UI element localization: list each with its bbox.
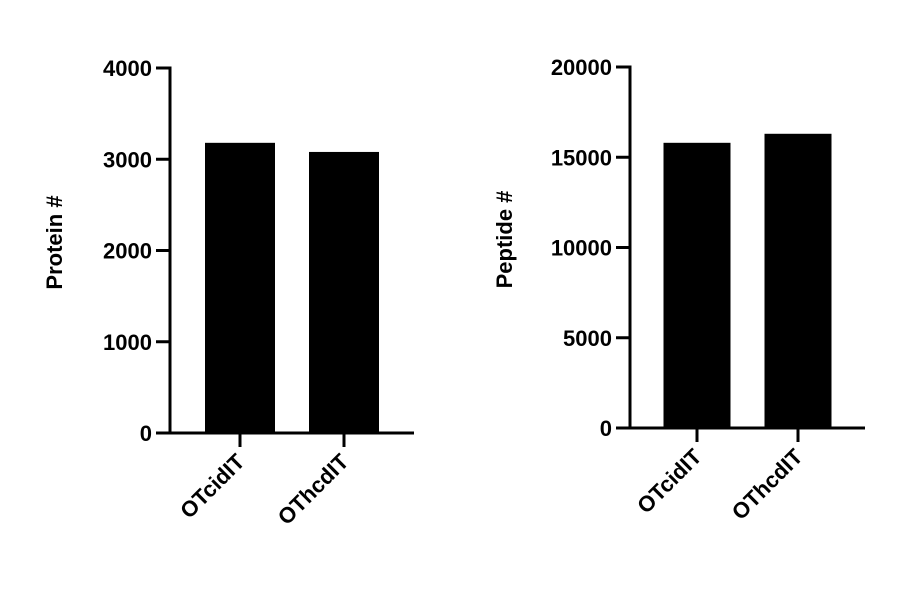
y-tick-label: 3000 [103, 147, 152, 172]
bar [205, 142, 275, 433]
y-tick-label: 15000 [551, 145, 612, 170]
y-tick-label: 0 [600, 416, 612, 441]
x-tick-label: OThcdIT [273, 448, 354, 529]
y-tick-label: 10000 [551, 236, 612, 261]
bar [764, 133, 832, 428]
y-tick-label: 0 [140, 421, 152, 446]
y-axis-title: Protein # [42, 195, 67, 289]
bar [663, 142, 731, 428]
y-tick-label: 5000 [563, 326, 612, 351]
x-tick-label: OTcidIT [175, 448, 250, 523]
x-tick-label: OThcdIT [727, 443, 808, 524]
y-tick-label: 20000 [551, 55, 612, 80]
y-tick-label: 2000 [103, 239, 152, 264]
y-tick-label: 4000 [103, 56, 152, 81]
y-tick-label: 1000 [103, 330, 152, 355]
bar [309, 151, 379, 433]
y-axis-title: Peptide # [492, 191, 517, 289]
x-tick-label: OTcidIT [632, 443, 707, 518]
